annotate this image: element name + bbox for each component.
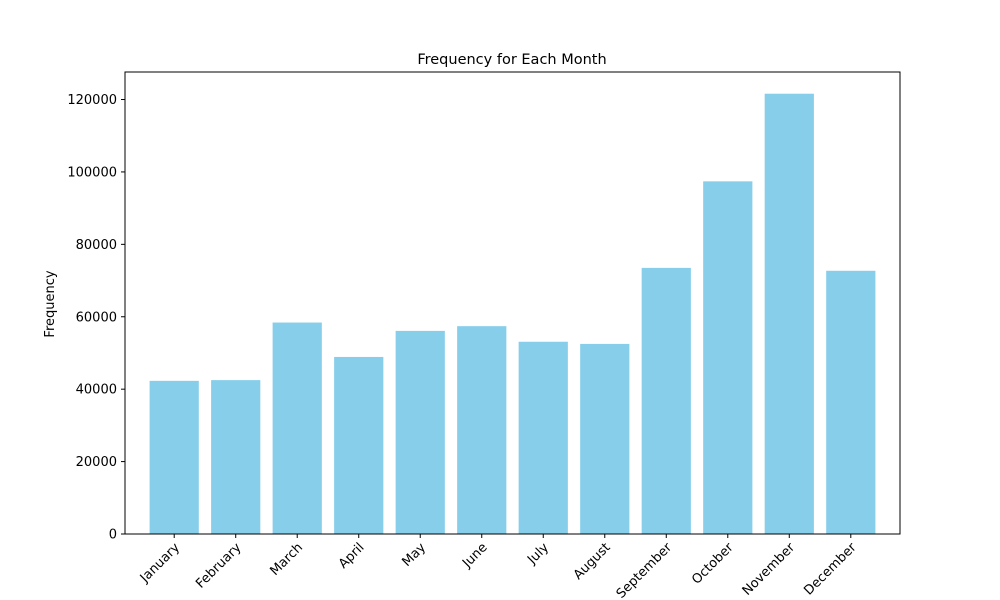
x-tick-label-june: June — [459, 540, 490, 571]
x-tick-label-december: December — [801, 540, 860, 599]
x-tick-label-april: April — [336, 540, 368, 572]
x-tick-label-july: July — [524, 540, 552, 568]
y-tick-label: 120000 — [67, 93, 117, 108]
bar-may — [395, 330, 445, 534]
plot-frame — [124, 71, 901, 535]
y-tick-label: 100000 — [67, 165, 117, 180]
bar-september — [641, 267, 691, 534]
x-tick-label-march: March — [267, 540, 306, 579]
bar-april — [334, 356, 384, 534]
x-tick-label-may: May — [399, 540, 429, 570]
bar-january — [149, 380, 199, 534]
plot-area: 0 20000 40000 60000 80000 100000 120000 January… — [67, 71, 901, 600]
x-tick-label-september: September — [614, 540, 676, 600]
y-tick-label: 20000 — [76, 455, 117, 470]
y-tick-label: 60000 — [76, 310, 117, 325]
bar-november — [764, 93, 814, 534]
x-tick-label-august: August — [571, 540, 614, 583]
bar-august — [580, 343, 630, 534]
bar-march — [272, 322, 322, 534]
chart-title: Frequency for Each Month — [417, 52, 606, 68]
x-tick-label-january: January — [137, 540, 183, 586]
y-axis-label: Frequency — [43, 270, 58, 337]
bar-july — [518, 341, 568, 534]
y-tick-label: 40000 — [76, 383, 117, 398]
bar-june — [457, 326, 507, 534]
bar-october — [703, 181, 753, 534]
x-tick-label-november: November — [740, 540, 799, 599]
x-tick-label-february: February — [193, 540, 245, 592]
bar-february — [211, 380, 261, 534]
y-tick-label: 80000 — [76, 238, 117, 253]
bar-december — [826, 270, 876, 534]
x-tick-label-october: October — [689, 540, 737, 588]
y-tick-label: 0 — [109, 528, 117, 543]
